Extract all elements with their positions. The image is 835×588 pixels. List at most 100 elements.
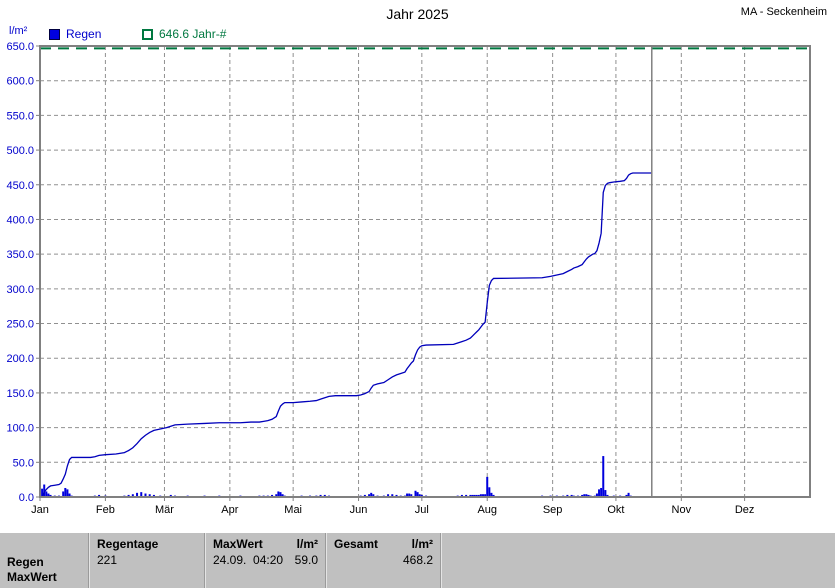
statusbar-panel-gesamt: Gesamt l/m² 468.2 bbox=[327, 533, 440, 588]
y-axis-label: 100.0 bbox=[6, 423, 34, 435]
cumulative-rain-line bbox=[41, 172, 652, 498]
daily-rain-bar bbox=[144, 493, 147, 497]
daily-rain-bar bbox=[477, 494, 480, 497]
daily-rain-bar bbox=[277, 491, 280, 497]
daily-rain-bar bbox=[600, 487, 603, 497]
daily-rain-bar bbox=[49, 494, 52, 497]
gesamt-header: Gesamt bbox=[334, 537, 379, 551]
month-label: Dez bbox=[735, 504, 755, 516]
daily-rain-bar bbox=[281, 494, 284, 497]
daily-rain-bar bbox=[418, 494, 421, 497]
statusbar-panel-maxwert: MaxWert l/m² 24.09. 04:20 59.0 bbox=[206, 533, 325, 588]
daily-rain-bar bbox=[136, 492, 139, 497]
daily-rain-bar bbox=[469, 494, 472, 497]
daily-rain-bar bbox=[587, 494, 590, 497]
month-label: Sep bbox=[543, 504, 563, 516]
y-axis-label: 650.0 bbox=[6, 41, 34, 53]
month-label: Mai bbox=[284, 504, 302, 516]
month-label: Feb bbox=[96, 504, 115, 516]
y-axis-label: 400.0 bbox=[6, 214, 34, 226]
daily-rain-bar bbox=[471, 494, 474, 497]
daily-rain-bar bbox=[585, 494, 588, 497]
jahr-reference-swatch-icon bbox=[142, 28, 153, 40]
daily-rain-bar bbox=[47, 493, 50, 497]
y-axis-label: 150.0 bbox=[6, 388, 34, 400]
month-label: Jul bbox=[415, 504, 429, 516]
maxwert-header: MaxWert bbox=[213, 537, 263, 551]
statusbar-panel-mode: Regen MaxWert bbox=[0, 533, 88, 588]
daily-rain-bar bbox=[271, 494, 274, 497]
daily-rain-bar bbox=[41, 488, 44, 497]
statusbar-separator bbox=[325, 533, 327, 588]
daily-rain-bar bbox=[395, 494, 398, 497]
y-axis-label: 600.0 bbox=[6, 76, 34, 88]
daily-rain-bar bbox=[583, 494, 586, 497]
daily-rain-bar bbox=[486, 476, 489, 497]
legend-item-jahr-reference: 646.6 Jahr-# bbox=[142, 27, 226, 41]
daily-rain-bar bbox=[414, 490, 417, 497]
daily-rain-bar bbox=[492, 494, 495, 497]
daily-rain-bar bbox=[152, 494, 155, 497]
month-label: Okt bbox=[607, 504, 624, 516]
daily-rain-bar bbox=[482, 494, 485, 497]
daily-rain-bar bbox=[475, 494, 478, 497]
daily-rain-bar bbox=[140, 492, 143, 497]
daily-rain-bar bbox=[391, 494, 394, 497]
daily-rain-bar bbox=[408, 493, 411, 497]
daily-rain-bar bbox=[127, 494, 130, 497]
daily-rain-bar bbox=[604, 490, 607, 497]
daily-rain-bar bbox=[363, 494, 366, 497]
daily-rain-bar bbox=[490, 492, 493, 497]
y-axis-label: 300.0 bbox=[6, 284, 34, 296]
maxwert-value: 59.0 bbox=[294, 553, 318, 567]
legend-regen-label: Regen bbox=[66, 27, 102, 41]
daily-rain-bar bbox=[98, 494, 101, 497]
daily-rain-bar bbox=[473, 494, 476, 497]
regentage-header: Regentage bbox=[97, 537, 159, 551]
daily-rain-bar bbox=[488, 487, 491, 497]
statusbar-maxwert-label: MaxWert bbox=[7, 570, 57, 584]
plot-border bbox=[39, 45, 811, 498]
daily-rain-bar bbox=[43, 484, 46, 497]
y-axis-unit-label: l/m² bbox=[9, 25, 28, 37]
status-bar: Regen MaxWert Regentage 221 MaxWert l/m²… bbox=[0, 533, 835, 588]
daily-rain-bar bbox=[323, 494, 326, 497]
daily-rain-bar bbox=[420, 494, 423, 497]
month-label: Jan bbox=[31, 504, 49, 516]
month-label: Aug bbox=[477, 504, 497, 516]
daily-rain-bar bbox=[275, 494, 278, 497]
daily-rain-bar bbox=[368, 494, 371, 497]
daily-rain-bar bbox=[169, 494, 172, 497]
daily-rain-bar bbox=[595, 493, 598, 497]
y-axis-label: 550.0 bbox=[6, 110, 34, 122]
legend-jahr-label: 646.6 Jahr-# bbox=[159, 27, 227, 41]
gesamt-value: 468.2 bbox=[402, 553, 433, 567]
daily-rain-bar bbox=[606, 494, 609, 497]
daily-rain-bar bbox=[62, 491, 65, 497]
statusbar-separator bbox=[204, 533, 206, 588]
statusbar-regen-label: Regen bbox=[7, 555, 44, 569]
maxwert-unit: l/m² bbox=[296, 537, 318, 551]
month-label: Mär bbox=[155, 504, 174, 516]
daily-rain-bar bbox=[406, 493, 409, 497]
daily-rain-bar bbox=[68, 493, 71, 497]
daily-rain-bar bbox=[131, 494, 134, 497]
y-axis-label: 500.0 bbox=[6, 145, 34, 157]
page-title: Jahr 2025 bbox=[386, 6, 449, 22]
y-axis-label: 200.0 bbox=[6, 353, 34, 365]
daily-rain-bar bbox=[148, 494, 151, 497]
daily-rain-bar bbox=[416, 492, 419, 497]
y-axis-label: 0.0 bbox=[19, 492, 34, 504]
gesamt-unit: l/m² bbox=[411, 537, 433, 551]
y-axis-label: 350.0 bbox=[6, 249, 34, 261]
month-label: Nov bbox=[672, 504, 692, 516]
station-label: MA - Seckenheim bbox=[740, 6, 827, 18]
maxwert-datetime: 24.09. 04:20 bbox=[213, 553, 284, 567]
daily-rain-bar bbox=[372, 494, 375, 497]
daily-rain-bar bbox=[598, 489, 601, 497]
daily-rain-bar bbox=[460, 494, 463, 497]
daily-rain-bar bbox=[566, 494, 569, 497]
statusbar-panel-regentage: Regentage 221 bbox=[90, 533, 204, 588]
daily-rain-bar bbox=[64, 487, 67, 497]
daily-rain-bar bbox=[627, 492, 630, 497]
